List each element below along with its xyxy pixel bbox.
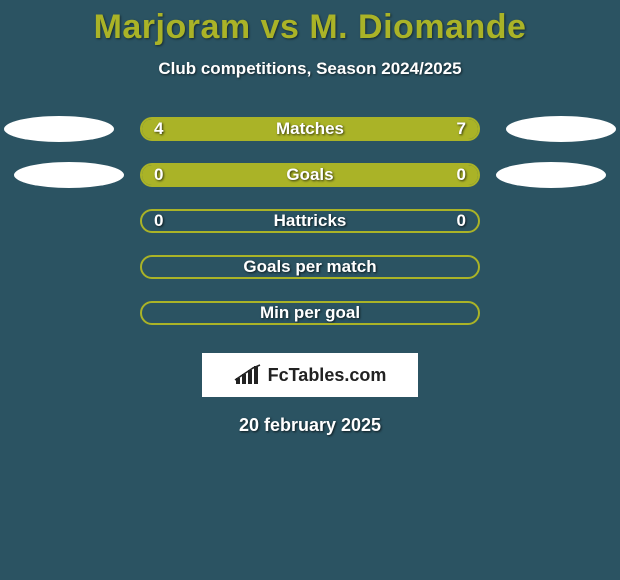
player-right-marker bbox=[496, 162, 606, 188]
stat-row: Min per goal bbox=[0, 301, 620, 347]
bar-label: Goals per match bbox=[243, 257, 376, 277]
right-value: 0 bbox=[457, 165, 466, 185]
stat-row: Goals per match bbox=[0, 255, 620, 301]
chart-icon bbox=[234, 364, 262, 386]
date-text: 20 february 2025 bbox=[0, 415, 620, 436]
player-left-marker bbox=[4, 116, 114, 142]
subtitle: Club competitions, Season 2024/2025 bbox=[0, 59, 620, 79]
bar-track: 0 0 Hattricks bbox=[140, 209, 480, 233]
bar-track: 4 7 Matches bbox=[140, 117, 480, 141]
bar-label: Hattricks bbox=[274, 211, 347, 231]
bar-track: Goals per match bbox=[140, 255, 480, 279]
stat-row: 0 0 Goals bbox=[0, 163, 620, 209]
stat-row: 4 7 Matches bbox=[0, 117, 620, 163]
left-value: 0 bbox=[154, 165, 163, 185]
page-title: Marjoram vs M. Diomande bbox=[0, 8, 620, 47]
player-right-marker bbox=[506, 116, 616, 142]
stat-row: 0 0 Hattricks bbox=[0, 209, 620, 255]
bar-label: Matches bbox=[276, 119, 344, 139]
bar-track: 0 0 Goals bbox=[140, 163, 480, 187]
comparison-container: Marjoram vs M. Diomande Club competition… bbox=[0, 0, 620, 436]
right-value: 0 bbox=[457, 211, 466, 231]
bar-track: Min per goal bbox=[140, 301, 480, 325]
stats-rows: 4 7 Matches 0 0 Goals 0 0 Hattricks Goals per mat… bbox=[0, 117, 620, 347]
badge-text: FcTables.com bbox=[268, 365, 387, 386]
left-value: 0 bbox=[154, 211, 163, 231]
source-badge: FcTables.com bbox=[202, 353, 418, 397]
right-value: 7 bbox=[457, 119, 466, 139]
bar-label: Min per goal bbox=[260, 303, 360, 323]
bar-label: Goals bbox=[286, 165, 333, 185]
player-left-marker bbox=[14, 162, 124, 188]
left-value: 4 bbox=[154, 119, 163, 139]
